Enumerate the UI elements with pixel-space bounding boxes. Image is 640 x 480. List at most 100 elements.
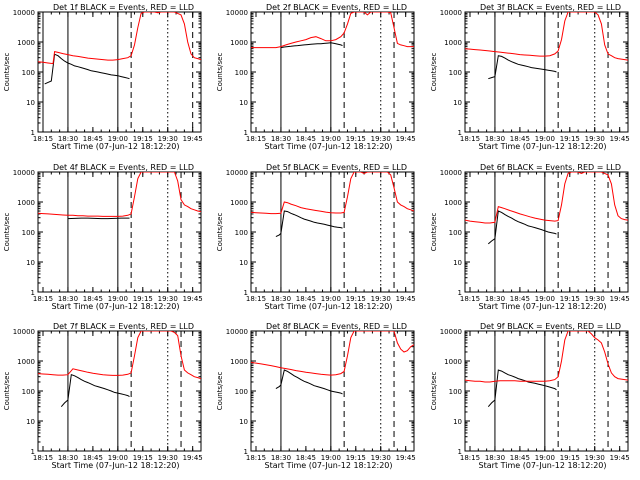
x-tick-label: 19:00 (535, 135, 555, 143)
y-tick-label: 1 (244, 289, 248, 297)
axis-frame (37, 171, 202, 293)
x-tick-label: 18:30 (271, 135, 291, 143)
x-axis-label: Start Time (07-Jun-12 18:12:20) (265, 302, 393, 311)
y-tick-label: 100 (235, 229, 248, 237)
x-tick-label: 19:30 (371, 135, 391, 143)
y-axis-label: Counts/sec (216, 53, 224, 92)
y-axis-label: Counts/sec (3, 53, 11, 92)
panel-det-5: Det 5f BLACK = Events, RED = LLD Counts/s… (216, 163, 416, 311)
y-tick-label: 1 (31, 129, 35, 137)
y-tick-label: 10000 (440, 328, 462, 336)
panel-title: Det 8f BLACK = Events, RED = LLD (266, 322, 407, 331)
x-tick-label: 19:45 (396, 295, 416, 303)
series-line-lld (251, 172, 414, 215)
x-tick-label: 19:30 (158, 135, 178, 143)
x-tick-label: 18:45 (510, 454, 530, 462)
x-tick-label: 19:15 (133, 454, 153, 462)
panel-title: Det 6f BLACK = Events, RED = LLD (480, 163, 621, 172)
x-axis-label: Start Time (07-Jun-12 18:12:20) (479, 142, 607, 151)
x-tick-label: 18:30 (271, 454, 291, 462)
y-tick-label: 10000 (226, 169, 248, 177)
x-tick-label: 19:45 (183, 454, 203, 462)
panel-title: Det 3f BLACK = Events, RED = LLD (480, 3, 621, 12)
panel-title: Det 4f BLACK = Events, RED = LLD (53, 163, 194, 172)
series-line-events (67, 217, 130, 220)
y-tick-label: 1 (458, 448, 462, 456)
axis-frame (250, 11, 415, 133)
y-tick-label: 10 (26, 418, 35, 426)
series-line-events (275, 210, 343, 238)
y-tick-label: 1 (244, 448, 248, 456)
y-axis-label: Counts/sec (430, 53, 438, 92)
y-tick-label: 10 (453, 418, 462, 426)
y-tick-label: 1000 (444, 358, 462, 366)
y-tick-label: 10 (453, 259, 462, 267)
y-tick-label: 100 (22, 69, 35, 77)
y-tick-label: 1000 (17, 39, 35, 47)
y-tick-label: 1000 (230, 39, 248, 47)
x-tick-label: 18:15 (33, 295, 53, 303)
x-tick-label: 18:45 (510, 135, 530, 143)
y-axis-label: Counts/sec (216, 213, 224, 252)
x-axis-label: Start Time (07-Jun-12 18:12:20) (52, 142, 180, 151)
y-tick-label: 10000 (440, 9, 462, 17)
panel-title: Det 7f BLACK = Events, RED = LLD (53, 322, 194, 331)
x-tick-label: 19:30 (585, 295, 605, 303)
y-tick-label: 100 (235, 388, 248, 396)
x-tick-label: 19:15 (133, 135, 153, 143)
panel-det-6: Det 6f BLACK = Events, RED = LLD Counts/s… (430, 163, 630, 311)
x-tick-label: 19:45 (610, 454, 630, 462)
x-tick-label: 18:30 (58, 295, 78, 303)
series-line-lld (38, 172, 201, 217)
x-axis-label: Start Time (07-Jun-12 18:12:20) (265, 461, 393, 470)
x-tick-label: 19:45 (183, 295, 203, 303)
panel-det-2: Det 2f BLACK = Events, RED = LLD Counts/s… (216, 3, 416, 151)
panel-title: Det 1f BLACK = Events, RED = LLD (53, 3, 194, 12)
axis-frame (37, 11, 202, 133)
x-tick-label: 18:15 (33, 454, 53, 462)
x-tick-label: 19:30 (158, 295, 178, 303)
axis-frame (464, 171, 629, 293)
x-tick-label: 19:45 (610, 135, 630, 143)
x-tick-label: 18:15 (460, 135, 480, 143)
x-axis-label: Start Time (07-Jun-12 18:12:20) (479, 302, 607, 311)
panel-det-8: Det 8f BLACK = Events, RED = LLD Counts/s… (216, 322, 416, 470)
panel-title: Det 2f BLACK = Events, RED = LLD (266, 3, 407, 12)
x-tick-label: 18:45 (296, 454, 316, 462)
y-tick-label: 1 (458, 129, 462, 137)
axis-frame (464, 11, 629, 133)
axis-frame (37, 330, 202, 452)
x-tick-label: 19:15 (560, 454, 580, 462)
y-axis-label: Counts/sec (430, 213, 438, 252)
x-axis-label: Start Time (07-Jun-12 18:12:20) (52, 302, 180, 311)
series-line-lld (251, 12, 414, 49)
panel-det-3: Det 3f BLACK = Events, RED = LLD Counts/s… (430, 3, 630, 151)
x-tick-label: 18:45 (83, 454, 103, 462)
axis-frame (250, 171, 415, 293)
panel-det-7: Det 7f BLACK = Events, RED = LLD Counts/s… (3, 322, 203, 470)
y-tick-label: 10 (239, 259, 248, 267)
x-tick-label: 19:30 (158, 454, 178, 462)
panel-det-9: Det 9f BLACK = Events, RED = LLD Counts/s… (430, 322, 630, 470)
x-axis-label: Start Time (07-Jun-12 18:12:20) (52, 461, 180, 470)
y-tick-label: 1000 (230, 199, 248, 207)
y-tick-label: 10 (26, 99, 35, 107)
x-tick-label: 19:00 (108, 135, 128, 143)
panel-title: Det 5f BLACK = Events, RED = LLD (266, 163, 407, 172)
y-tick-label: 100 (449, 229, 462, 237)
x-tick-label: 19:15 (560, 295, 580, 303)
x-tick-label: 19:00 (321, 135, 341, 143)
y-tick-label: 100 (22, 388, 35, 396)
x-tick-label: 18:45 (510, 295, 530, 303)
series-line-events (60, 374, 130, 408)
y-axis-label: Counts/sec (430, 372, 438, 411)
x-tick-label: 18:30 (485, 135, 505, 143)
y-tick-label: 1 (458, 289, 462, 297)
y-tick-label: 10 (26, 259, 35, 267)
x-tick-label: 18:45 (83, 135, 103, 143)
x-tick-label: 18:15 (460, 295, 480, 303)
x-axis-label: Start Time (07-Jun-12 18:12:20) (479, 461, 607, 470)
x-tick-label: 19:00 (321, 454, 341, 462)
x-tick-label: 19:15 (133, 295, 153, 303)
series-line-events (44, 53, 130, 85)
